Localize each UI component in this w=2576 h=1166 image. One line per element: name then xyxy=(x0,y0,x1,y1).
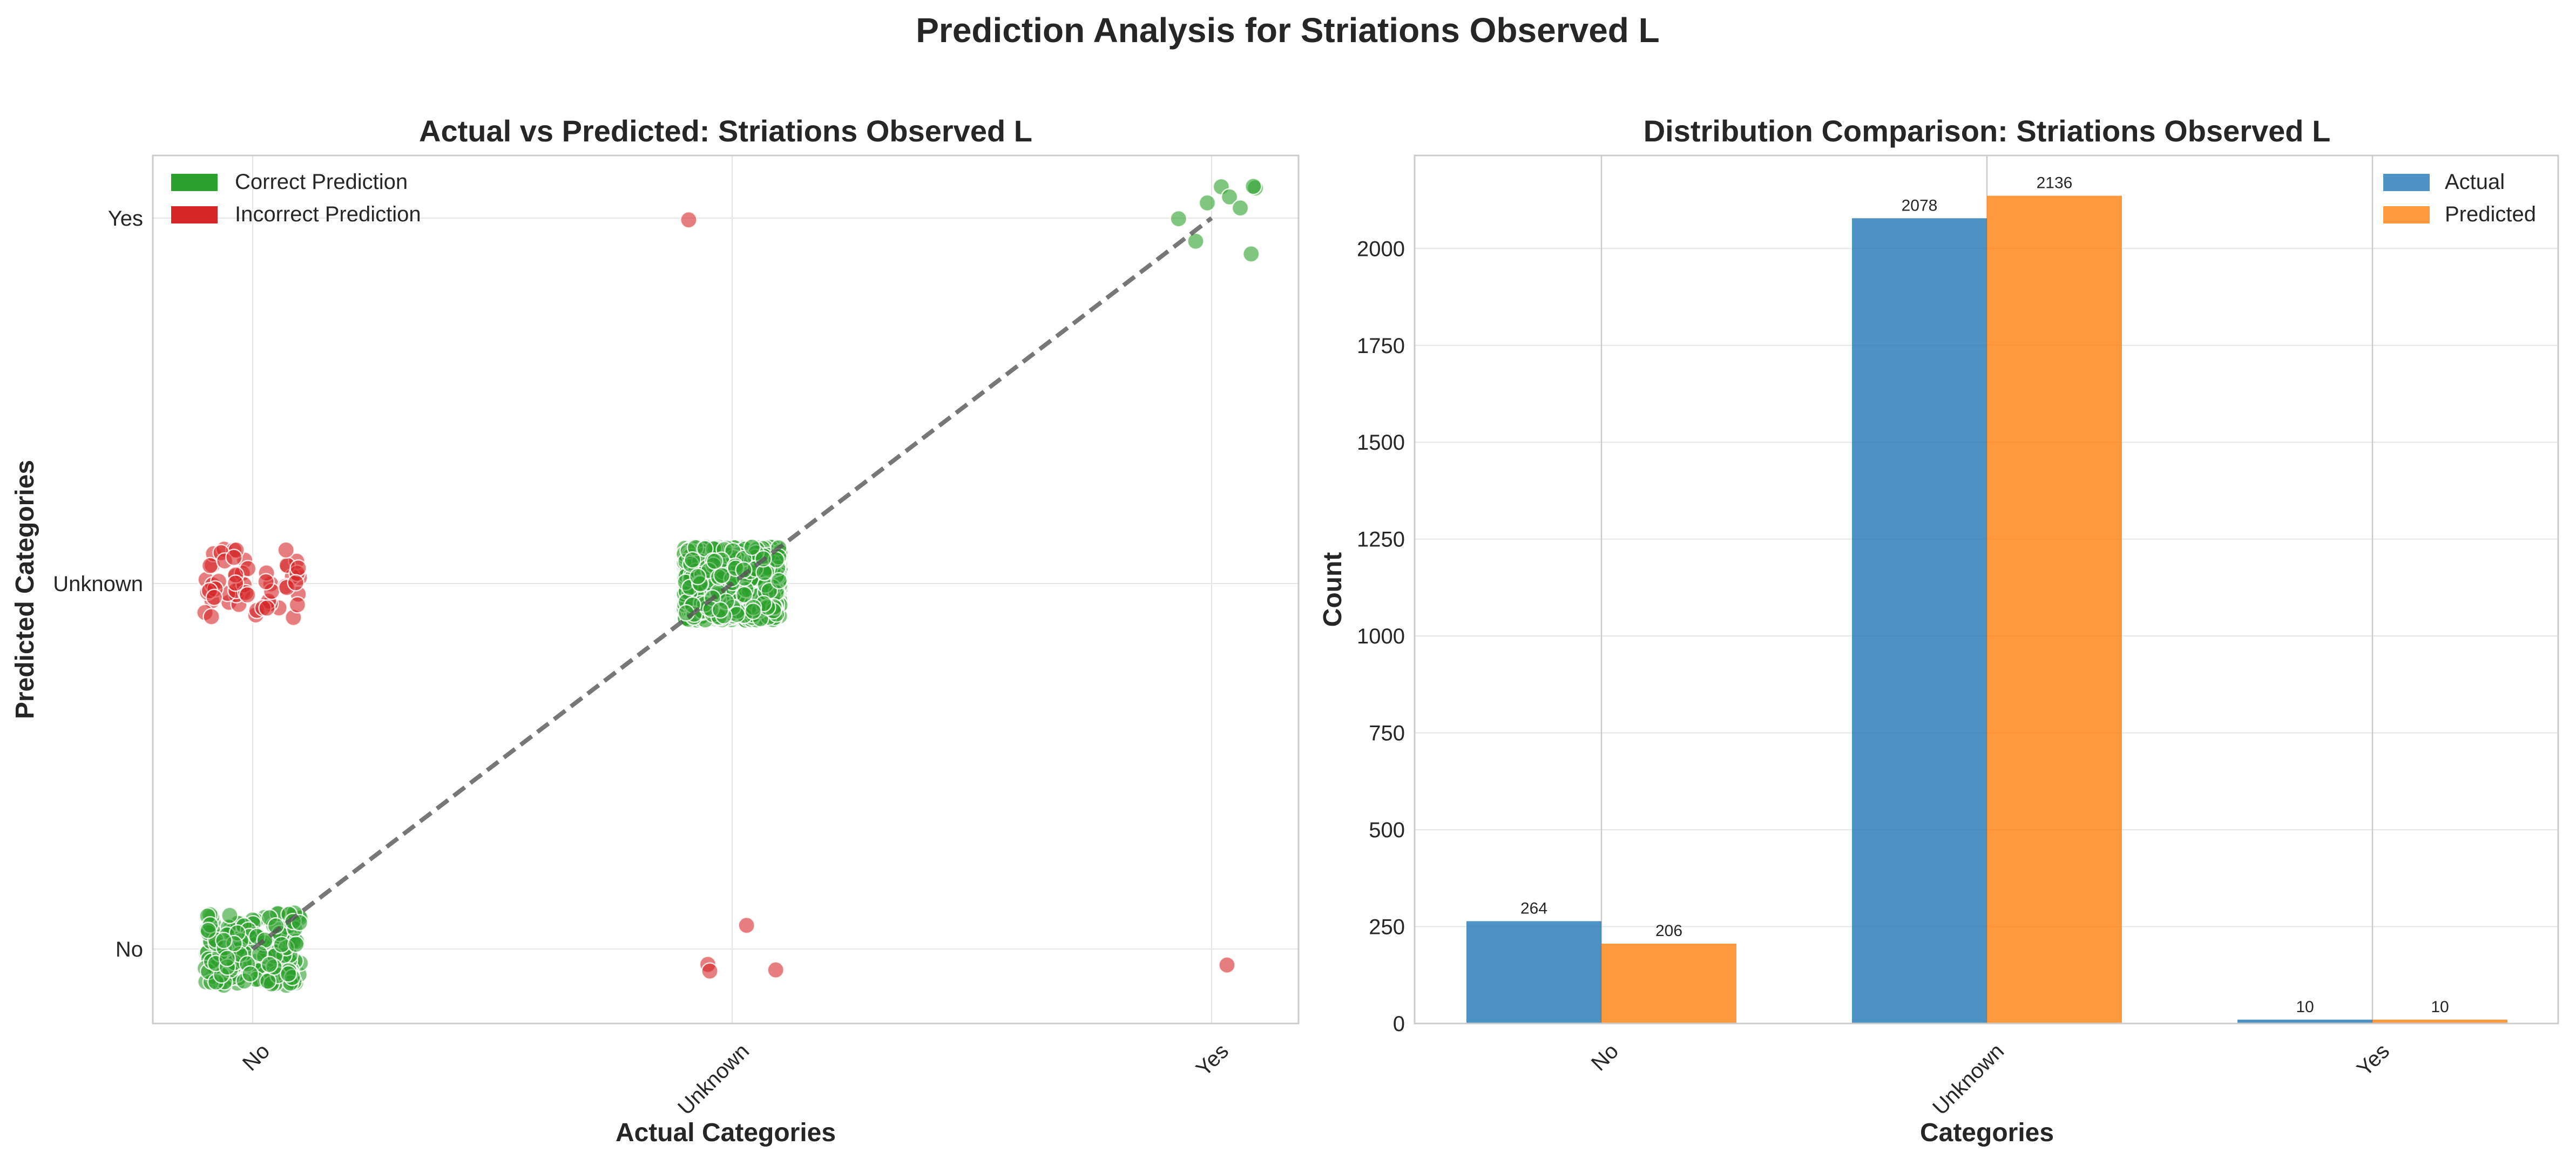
scatter-point xyxy=(225,548,243,566)
y-tick-label: Unknown xyxy=(53,572,143,596)
figure-title: Prediction Analysis for Striations Obser… xyxy=(916,11,1660,50)
scatter-y-axis-label: Predicted Categories xyxy=(11,460,39,719)
scatter-point xyxy=(706,552,724,570)
scatter-points xyxy=(196,177,1265,994)
scatter-point xyxy=(684,551,701,569)
x-tick-label: Unknown xyxy=(1928,1039,2009,1120)
bar-value-label: 264 xyxy=(1520,899,1547,917)
x-tick-label: Yes xyxy=(1192,1039,1233,1081)
bar-y-axis-label: Count xyxy=(1319,552,1347,627)
scatter-legend: Correct Prediction Incorrect Prediction xyxy=(171,170,421,226)
y-tick-label: 1500 xyxy=(1357,431,1405,455)
scatter-point xyxy=(767,961,785,979)
scatter-x-axis-label: Actual Categories xyxy=(616,1118,836,1147)
scatter-point xyxy=(257,573,275,591)
y-tick-label: 1250 xyxy=(1357,528,1405,552)
scatter-point xyxy=(738,916,755,934)
legend-swatch xyxy=(2383,174,2430,191)
x-tick-label: No xyxy=(1587,1039,1623,1075)
scatter-point xyxy=(1231,199,1249,217)
scatter-point xyxy=(735,586,753,604)
y-tick-label: 1000 xyxy=(1357,625,1405,648)
y-tick-label: 0 xyxy=(1393,1012,1405,1036)
bar-actual-yes xyxy=(2237,1019,2372,1023)
y-tick-label: 500 xyxy=(1369,818,1405,842)
scatter-point xyxy=(713,566,731,585)
scatter-point xyxy=(287,935,305,953)
scatter-title: Actual vs Predicted: Striations Observed… xyxy=(419,114,1032,148)
bar-value-label: 10 xyxy=(2296,998,2314,1016)
scatter-point xyxy=(218,950,236,967)
bar-actual-unknown xyxy=(1852,218,1987,1023)
scatter-point xyxy=(215,932,233,950)
scatter-point xyxy=(711,601,729,619)
scatter-point xyxy=(241,965,259,983)
scatter-point xyxy=(260,955,279,973)
legend-swatch xyxy=(171,174,218,191)
scatter-point xyxy=(689,567,707,586)
scatter-point xyxy=(221,906,239,924)
scatter-point xyxy=(205,588,223,606)
legend-label: Correct Prediction xyxy=(235,170,408,194)
bar-value-label: 2136 xyxy=(2037,174,2073,192)
scatter-point xyxy=(277,541,295,559)
scatter-panel: No Unknown Yes No Unknown Yes Actual vs Predic… xyxy=(11,114,1300,1147)
y-tick-label: 1750 xyxy=(1357,334,1405,358)
y-tick-label: 750 xyxy=(1369,722,1405,745)
x-tick-label: Unknown xyxy=(673,1039,754,1120)
scatter-frame xyxy=(152,154,1300,1025)
scatter-point xyxy=(1198,194,1216,212)
x-tick-label: No xyxy=(238,1039,274,1075)
scatter-point xyxy=(1187,232,1205,250)
y-tick-label: Yes xyxy=(108,207,143,231)
scatter-point xyxy=(680,211,698,229)
bar-title: Distribution Comparison: Striations Obse… xyxy=(1644,114,2331,148)
reference-diagonal-line xyxy=(251,216,1213,951)
scatter-point xyxy=(289,559,307,577)
bar-value-label: 10 xyxy=(2431,998,2449,1016)
bar-predicted-yes xyxy=(2372,1019,2507,1023)
legend-swatch xyxy=(171,206,218,223)
y-tick-label: 250 xyxy=(1369,916,1405,939)
bars: 264 2078 10 206 2136 10 xyxy=(1466,174,2507,1024)
scatter-point xyxy=(287,574,305,592)
y-tick-label: 2000 xyxy=(1357,237,1405,261)
scatter-point xyxy=(201,557,219,575)
scatter-point xyxy=(1220,188,1239,206)
bar-x-axis-label: Categories xyxy=(1920,1118,2054,1147)
scatter-point xyxy=(202,608,220,626)
scatter-point xyxy=(743,538,761,557)
bar-frame xyxy=(1414,154,2559,1025)
bar-predicted-unknown xyxy=(1987,195,2122,1024)
scatter-point xyxy=(226,574,245,592)
x-tick-label: Yes xyxy=(2352,1039,2394,1081)
scatter-point xyxy=(279,965,298,983)
scatter-point xyxy=(744,602,762,620)
scatter-point xyxy=(696,540,714,558)
bar-panel: 0250500750100012501500175020002642078102… xyxy=(1319,114,2559,1147)
scatter-point xyxy=(770,572,788,590)
scatter-point xyxy=(258,599,276,617)
scatter-point xyxy=(701,962,719,980)
legend-label: Actual xyxy=(2445,170,2505,194)
bar-predicted-no xyxy=(1601,944,1736,1023)
legend-label: Predicted xyxy=(2445,202,2536,226)
bar-actual-no xyxy=(1466,921,1601,1023)
scatter-point xyxy=(1245,177,1262,195)
scatter-point xyxy=(1242,245,1260,263)
scatter-point xyxy=(288,596,307,614)
scatter-point xyxy=(199,921,217,939)
y-tick-label: No xyxy=(116,938,143,961)
scatter-point xyxy=(238,586,256,604)
bar-value-label: 2078 xyxy=(1902,196,1938,214)
scatter-point xyxy=(1218,956,1236,974)
scatter-point xyxy=(1169,209,1188,228)
legend-swatch xyxy=(2383,206,2430,223)
bar-value-label: 206 xyxy=(1655,922,1682,940)
bar-legend: Actual Predicted xyxy=(2383,170,2536,226)
legend-label: Incorrect Prediction xyxy=(235,202,421,226)
